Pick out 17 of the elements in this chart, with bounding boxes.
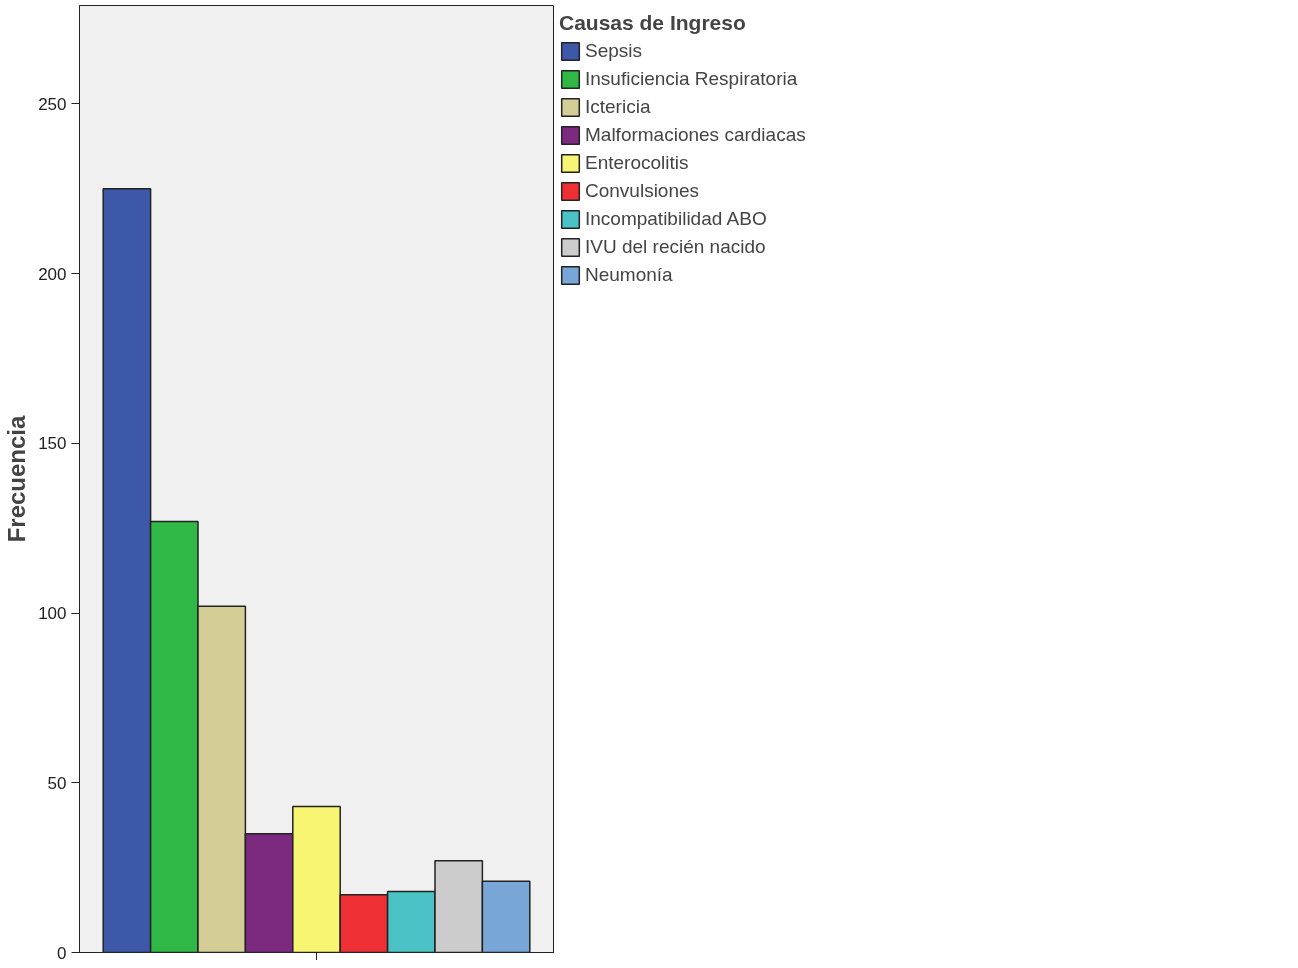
y-tick-label: 150 bbox=[38, 434, 67, 454]
legend-label: Insuficiencia Respiratoria bbox=[585, 68, 798, 90]
legend-label: Malformaciones cardiacas bbox=[585, 124, 806, 146]
legend-label: Enterocolitis bbox=[585, 152, 689, 174]
legend-label: Incompatibilidad ABO bbox=[585, 208, 767, 230]
legend-label: Sepsis bbox=[585, 40, 643, 62]
y-tick-label: 200 bbox=[38, 264, 67, 284]
y-tick-label: 250 bbox=[38, 94, 67, 114]
y-tick-label: 100 bbox=[38, 604, 67, 624]
y-tick-label: 0 bbox=[57, 943, 67, 963]
legend-title: Causas de Ingreso bbox=[559, 11, 747, 35]
y-axis-title: Frecuencia bbox=[3, 414, 31, 543]
legend-label: Ictericia bbox=[585, 96, 651, 118]
legend-label: IVU del recién nacido bbox=[585, 236, 766, 258]
y-tick-label: 50 bbox=[47, 773, 67, 793]
legend-label: Convulsiones bbox=[585, 180, 700, 202]
legend-label: Neumonía bbox=[585, 264, 673, 286]
